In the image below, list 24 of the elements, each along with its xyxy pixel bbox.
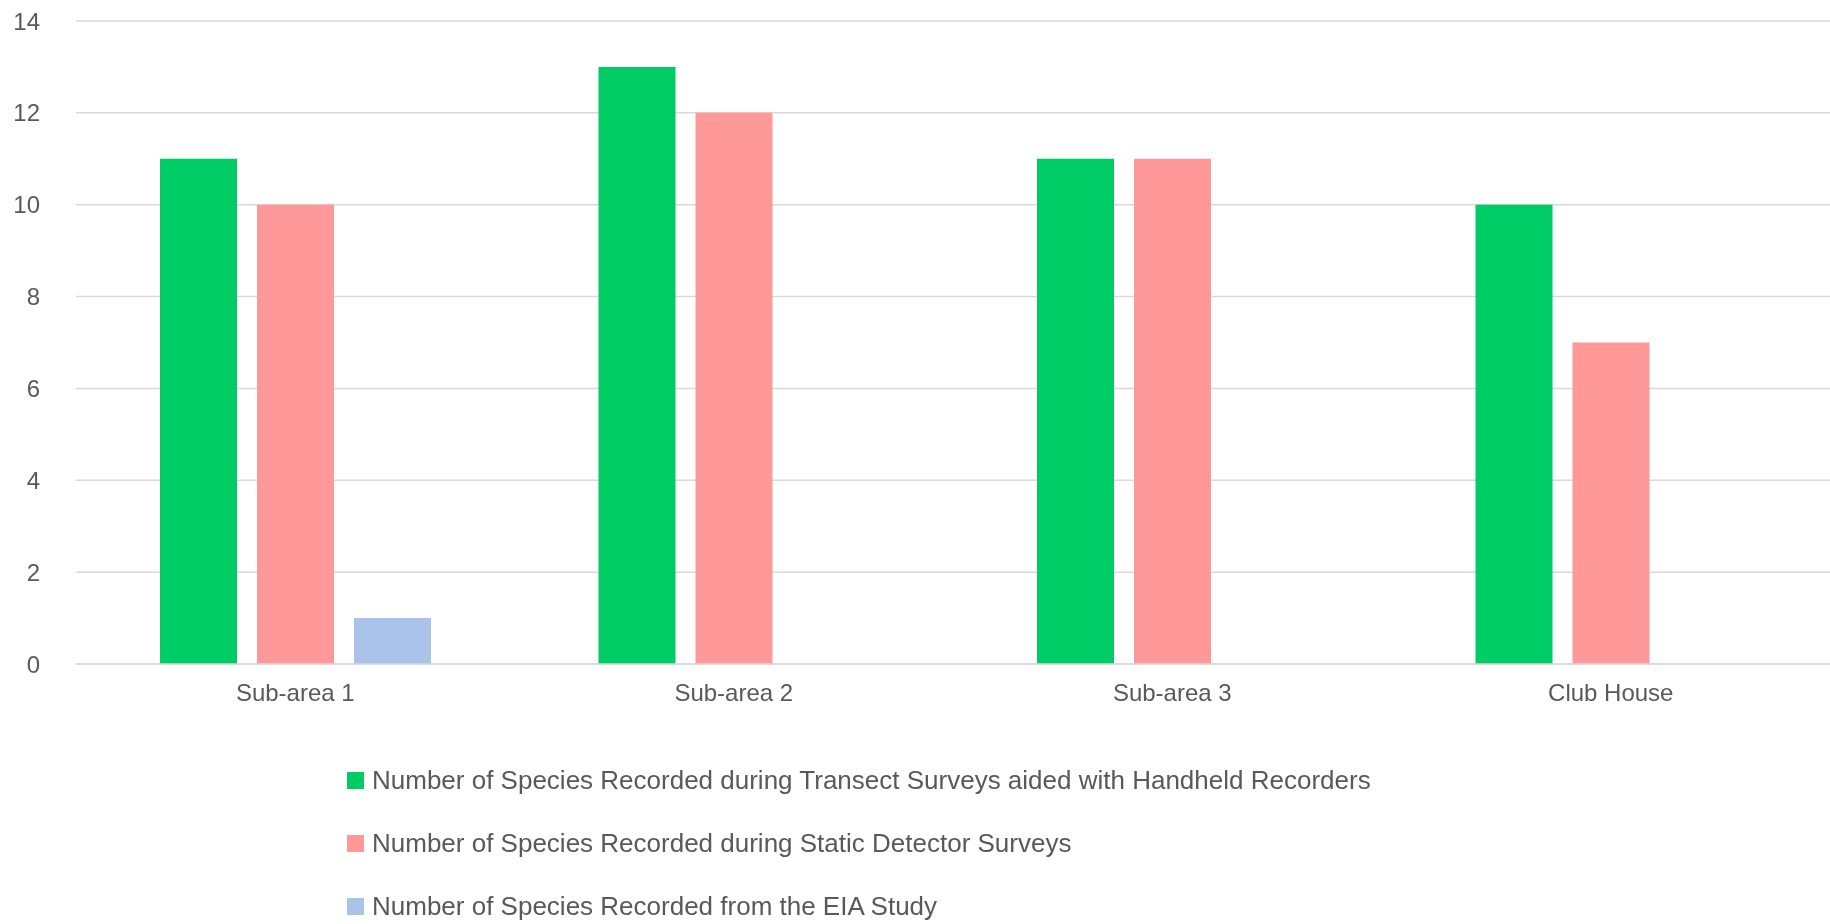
bar — [1475, 204, 1553, 664]
y-tick-label: 14 — [13, 7, 40, 35]
bar — [354, 618, 431, 664]
y-tick-label: 0 — [26, 650, 40, 678]
bar — [1572, 342, 1650, 664]
bar — [598, 66, 676, 664]
x-tick-label: Club House — [1548, 679, 1674, 707]
bar — [1037, 158, 1114, 664]
y-tick-label: 8 — [26, 283, 40, 311]
legend-label: Number of Species Recorded from the EIA Study — [372, 890, 938, 922]
x-tick-label: Sub-area 1 — [235, 679, 355, 707]
bar — [1134, 158, 1211, 664]
legend-label: Number of Species Recorded during Transect Surveys aided with Handheld Recorders — [372, 764, 1371, 796]
x-tick-label: Sub-area 3 — [1112, 679, 1232, 707]
y-tick-label: 6 — [26, 374, 40, 402]
bar — [160, 158, 237, 664]
y-tick-label: 4 — [26, 466, 40, 494]
bar — [695, 112, 773, 664]
x-tick-label: Sub-area 2 — [674, 679, 794, 707]
y-tick-label: 10 — [13, 191, 40, 219]
bar — [257, 204, 334, 664]
y-tick-label: 2 — [26, 558, 40, 586]
y-tick-label: 12 — [13, 99, 40, 127]
legend-label: Number of Species Recorded during Static Detector Surveys — [372, 827, 1072, 859]
